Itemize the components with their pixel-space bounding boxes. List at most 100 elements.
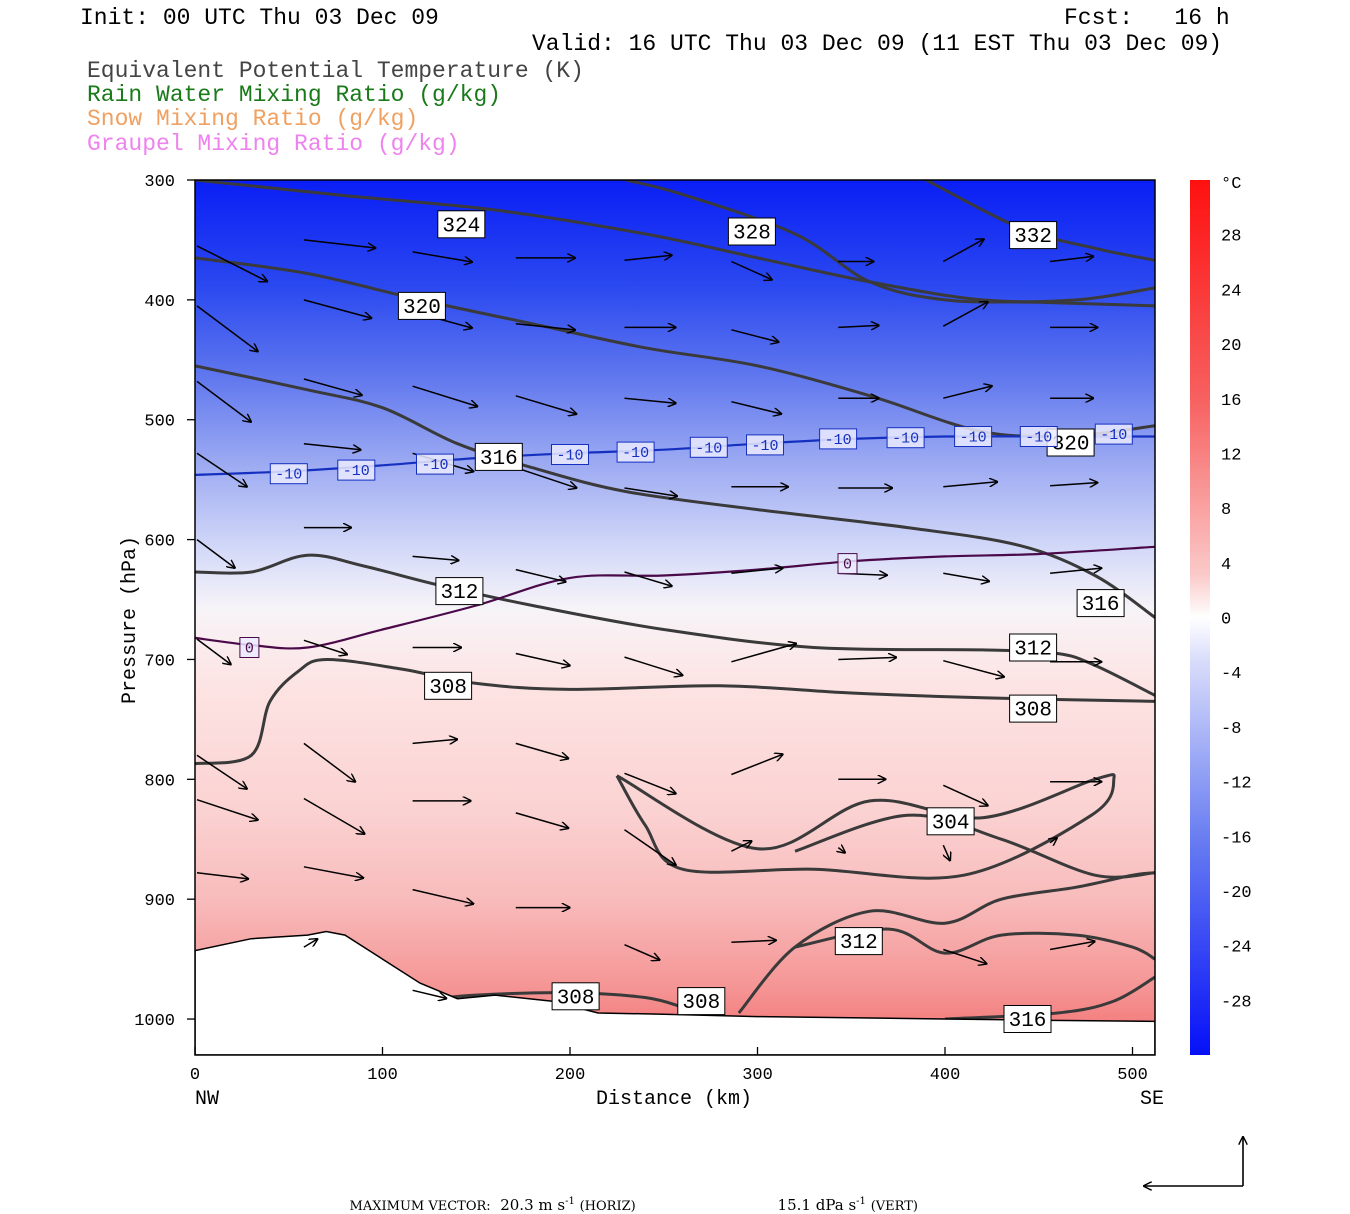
isotherm-label: -10 <box>695 440 722 457</box>
theta-e-label: 308 <box>429 677 467 700</box>
wind-vector <box>196 245 267 282</box>
y-tick-label: 500 <box>144 413 175 432</box>
theta-e-label-box <box>834 927 883 956</box>
colorbar-tick-label: -12 <box>1221 775 1252 794</box>
reference-vector-icon <box>1144 1137 1243 1186</box>
isotherm-label-box <box>416 453 454 475</box>
legend-graupel: Graupel Mixing Ratio (g/kg) <box>87 131 460 157</box>
wind-vector <box>943 948 986 964</box>
wind-vector <box>1050 256 1093 263</box>
wind-vector <box>731 841 751 852</box>
wind-vector <box>303 939 318 948</box>
wind-vector <box>196 872 248 879</box>
theta-e-label: 316 <box>1009 1010 1047 1033</box>
wind-vector <box>515 652 570 666</box>
wind-vector <box>412 989 447 998</box>
wind-vector <box>196 754 247 789</box>
isotherm-label-box <box>689 436 728 458</box>
wind-vector <box>303 239 376 248</box>
x-tick-label: 500 <box>1117 1066 1148 1085</box>
wind-vector <box>731 644 796 663</box>
colorbar-tick-label: -8 <box>1221 720 1241 739</box>
theta-e-label: 312 <box>440 582 478 605</box>
isotherm-label: -10 <box>343 463 370 480</box>
x-end-label-nw: NW <box>195 1088 219 1111</box>
isotherm-label-box <box>551 444 589 465</box>
theta-e-label-box <box>435 577 484 606</box>
legend-snow: Snow Mixing Ratio (g/kg) <box>87 106 419 132</box>
horiz-unit: (HORIZ) <box>579 1199 636 1214</box>
isotherm-label-box <box>616 441 655 463</box>
wind-vector <box>624 772 676 793</box>
theta-e-label-box <box>727 217 776 246</box>
colorbar-tick-label: -28 <box>1221 993 1252 1012</box>
colorbar-tick-label: -4 <box>1221 665 1241 684</box>
theta-e-label: 328 <box>733 223 771 246</box>
theta-e-contour-304 <box>794 813 1155 879</box>
y-tick-label: 1000 <box>134 1012 175 1031</box>
isotherm-label-box <box>1094 423 1133 445</box>
wind-vector <box>624 944 660 960</box>
y-tick-label: 400 <box>144 293 175 312</box>
wind-vector <box>303 866 363 878</box>
wind-vector <box>515 395 577 414</box>
x-end-label-se: SE <box>1140 1088 1164 1111</box>
theta-e-contour-316 <box>944 975 1155 1021</box>
wind-vector <box>1050 838 1057 843</box>
colorbar-tick-label: -16 <box>1221 829 1252 848</box>
theta-e-label-box <box>1009 221 1058 250</box>
y-tick-label: 700 <box>144 652 175 671</box>
vert-exponent: -1 <box>856 1196 866 1207</box>
colorbar-tick-label: 20 <box>1221 337 1241 356</box>
vert-value: 15.1 dPa s <box>777 1196 857 1214</box>
theta-e-label: 332 <box>1014 226 1052 249</box>
x-tick-label: 400 <box>930 1066 961 1085</box>
colorbar-tick-label: 8 <box>1221 501 1231 520</box>
wind-vector <box>303 639 347 654</box>
y-tick-label: 300 <box>144 173 175 192</box>
theta-e-label-box <box>1003 1005 1052 1033</box>
isotherm-label-box <box>819 428 858 450</box>
horiz-exponent: -1 <box>565 1196 575 1207</box>
theta-e-contour-312 <box>794 927 1155 961</box>
isotherm-label-box <box>337 459 376 481</box>
isotherm-label: -10 <box>751 438 778 455</box>
theta-e-label: 316 <box>480 448 518 471</box>
colorbar-tick-label: -24 <box>1221 939 1252 958</box>
wind-vector <box>196 380 251 422</box>
forecast-hour: Fcst: 16 h <box>1064 5 1230 31</box>
colorbar <box>1190 180 1210 1055</box>
isotherm-label: -10 <box>421 457 448 474</box>
isotherm-label-box <box>239 637 260 658</box>
wind-vector <box>624 829 676 865</box>
isotherm-label-box <box>954 426 993 447</box>
wind-vector <box>196 305 258 352</box>
wind-vector <box>624 571 672 586</box>
footer-max-vector: MAXIMUM VECTOR: 20.3 m s-1 (HORIZ) <box>340 1178 636 1214</box>
x-axis-label: Distance (km) <box>596 1088 752 1111</box>
wind-vector <box>731 754 782 776</box>
wind-vector <box>515 568 566 582</box>
theta-e-label: 320 <box>1052 434 1090 457</box>
legend-theta-e: Equivalent Potential Temperature (K) <box>87 58 584 84</box>
isotherm-label-box <box>269 463 308 485</box>
isotherm-label: -10 <box>1100 427 1127 444</box>
y-tick-label: 900 <box>144 892 175 911</box>
wind-vector <box>412 888 474 904</box>
isotherm-label: 0 <box>843 557 852 574</box>
wind-vector <box>942 302 988 327</box>
theta-e-label: 312 <box>840 932 878 955</box>
wind-vector <box>943 482 997 488</box>
y-axis-label: Pressure (hPa) <box>119 536 142 704</box>
wind-vector <box>303 742 355 781</box>
theta-e-contour-304 <box>615 773 1116 880</box>
wind-vector <box>1049 941 1095 951</box>
theta-e-contour-328 <box>625 180 1155 308</box>
wind-vector <box>1050 568 1101 574</box>
colorbar-tick-label: 0 <box>1221 611 1231 630</box>
wind-vector <box>731 329 778 342</box>
colorbar-tick-label: 16 <box>1221 392 1241 411</box>
x-tick-label: 0 <box>190 1066 200 1085</box>
wind-vector <box>196 538 235 568</box>
